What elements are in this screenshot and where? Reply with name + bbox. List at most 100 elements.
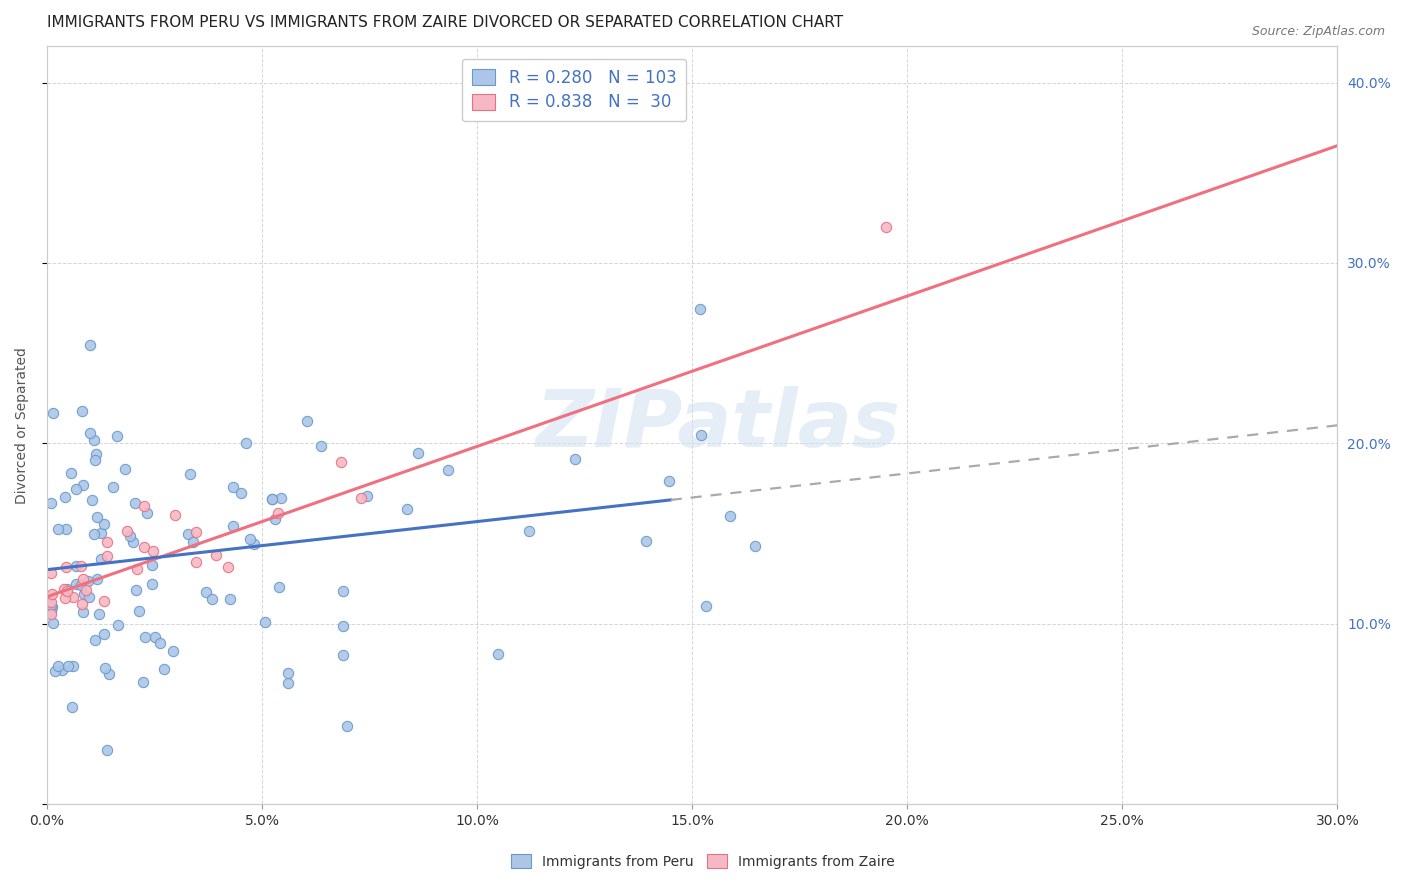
Point	[179, 467, 201, 482]
Point	[90, 525, 112, 540]
Point	[56, 584, 79, 599]
Text: Source: ZipAtlas.com: Source: ZipAtlas.com	[1251, 25, 1385, 38]
Point	[93, 594, 115, 608]
Point	[121, 535, 143, 549]
Point	[690, 427, 713, 442]
Point	[96, 549, 118, 564]
Point	[205, 548, 228, 562]
Point	[80, 493, 103, 508]
Point	[332, 648, 354, 663]
Point	[564, 451, 586, 466]
Point	[115, 524, 138, 538]
Point	[41, 599, 63, 614]
Point	[41, 495, 63, 509]
Y-axis label: Divorced or Separated: Divorced or Separated	[15, 347, 30, 504]
Point	[332, 619, 354, 633]
Point	[41, 607, 63, 621]
Point	[243, 536, 266, 550]
Point	[277, 676, 299, 690]
Point	[194, 584, 217, 599]
Point	[89, 607, 111, 621]
Point	[254, 615, 277, 630]
Point	[70, 597, 93, 611]
Point	[875, 219, 897, 234]
Point	[519, 524, 541, 538]
Point	[222, 519, 245, 533]
Point	[336, 719, 359, 733]
Point	[72, 478, 94, 492]
Point	[267, 506, 290, 520]
Point	[86, 572, 108, 586]
Point	[744, 539, 766, 553]
Point	[72, 605, 94, 619]
Point	[90, 551, 112, 566]
Point	[79, 425, 101, 440]
Point	[153, 662, 176, 676]
Point	[332, 583, 354, 598]
Point	[142, 543, 165, 558]
Point	[93, 516, 115, 531]
Point	[309, 440, 332, 454]
Point	[264, 512, 287, 526]
Point	[695, 599, 717, 614]
Point	[135, 506, 157, 520]
Point	[177, 527, 200, 541]
Point	[114, 462, 136, 476]
Point	[41, 598, 63, 612]
Point	[269, 580, 291, 594]
Point	[636, 533, 658, 548]
Point	[77, 574, 100, 589]
Point	[41, 604, 63, 618]
Point	[229, 486, 252, 500]
Point	[83, 633, 105, 648]
Point	[395, 501, 418, 516]
Point	[260, 492, 283, 507]
Point	[124, 496, 146, 510]
Point	[51, 663, 73, 677]
Point	[41, 594, 63, 608]
Point	[84, 447, 107, 461]
Point	[41, 566, 63, 580]
Point	[181, 535, 204, 549]
Point	[356, 489, 378, 503]
Point	[235, 435, 257, 450]
Point	[330, 455, 353, 469]
Point	[75, 583, 97, 598]
Point	[132, 674, 155, 689]
Point	[84, 452, 107, 467]
Point	[86, 510, 108, 524]
Point	[689, 301, 711, 316]
Point	[46, 523, 69, 537]
Point	[55, 521, 77, 535]
Point	[65, 576, 87, 591]
Point	[162, 644, 184, 658]
Point	[118, 529, 141, 543]
Point	[72, 572, 94, 586]
Point	[141, 558, 163, 573]
Point	[186, 524, 208, 539]
Point	[42, 406, 65, 420]
Point	[217, 560, 239, 574]
Point	[46, 659, 69, 673]
Point	[184, 554, 207, 568]
Point	[53, 591, 76, 605]
Point	[69, 558, 91, 573]
Point	[658, 474, 681, 488]
Point	[125, 562, 148, 576]
Point	[56, 582, 79, 596]
Point	[93, 661, 115, 675]
Point	[222, 480, 245, 494]
Text: ZIPatlas: ZIPatlas	[536, 386, 900, 465]
Point	[69, 578, 91, 592]
Point	[219, 591, 242, 606]
Point	[55, 559, 77, 574]
Point	[93, 627, 115, 641]
Legend: Immigrants from Peru, Immigrants from Zaire: Immigrants from Peru, Immigrants from Za…	[506, 849, 900, 874]
Point	[486, 648, 509, 662]
Point	[350, 491, 373, 505]
Point	[128, 604, 150, 618]
Point	[62, 658, 84, 673]
Point	[41, 587, 63, 601]
Point	[96, 534, 118, 549]
Point	[107, 618, 129, 632]
